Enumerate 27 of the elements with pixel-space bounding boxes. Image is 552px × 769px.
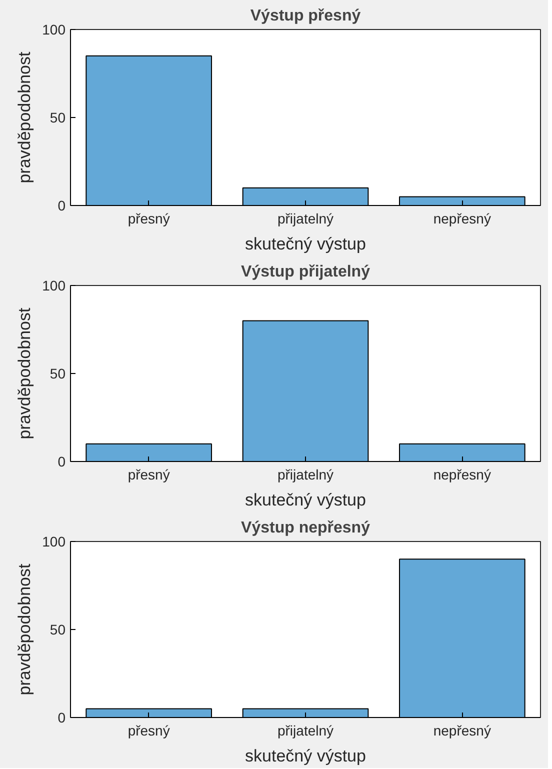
x-tick-label: přijatelný (277, 466, 334, 482)
x-axis-title: skutečný výstup (245, 234, 366, 254)
x-axis-title: skutečný výstup (245, 746, 366, 766)
x-axis-title: skutečný výstup (245, 490, 366, 510)
y-tick-label: 50 (50, 110, 66, 126)
x-tick-label: přijatelný (277, 210, 334, 226)
y-axis-title: pravděpodobnost (15, 52, 34, 184)
y-tick-label: 100 (42, 534, 66, 550)
y-tick-label: 100 (42, 278, 66, 294)
y-axis-title: pravděpodobnost (15, 308, 34, 440)
y-tick-label: 0 (58, 454, 66, 470)
y-tick-label: 100 (42, 22, 66, 38)
x-tick-label: přijatelný (277, 722, 334, 738)
y-tick-label: 50 (50, 622, 66, 638)
x-tick-label: přesný (128, 466, 170, 482)
x-tick-label: přesný (128, 722, 170, 738)
x-tick-label: nepřesný (433, 466, 491, 482)
y-tick-label: 50 (50, 366, 66, 382)
x-tick-label: přesný (128, 210, 170, 226)
x-tick-label: nepřesný (433, 210, 491, 226)
chart-title: Výstup přijatelný (241, 264, 370, 280)
chart-title: Výstup přesný (250, 8, 361, 24)
y-tick-label: 0 (58, 710, 66, 726)
x-tick-label: nepřesný (433, 722, 491, 738)
chart-title: Výstup nepřesný (241, 520, 370, 536)
y-axis-title: pravděpodobnost (15, 564, 34, 696)
y-tick-label: 0 (58, 198, 66, 214)
